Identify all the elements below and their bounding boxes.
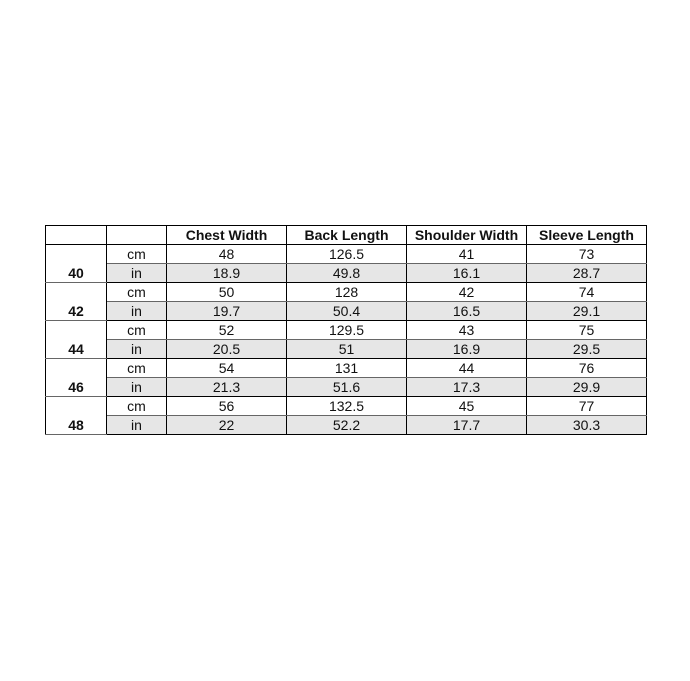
measurement-cell: 73 xyxy=(526,244,647,264)
table-row-in: in 22 52.2 17.7 30.3 xyxy=(46,415,647,435)
measurement-cell: 16.9 xyxy=(406,339,527,359)
measurement-cell: 132.5 xyxy=(286,396,407,416)
unit-label: in xyxy=(106,415,167,435)
size-chart-table: Chest Width Back Length Shoulder Width S… xyxy=(45,225,647,435)
unit-label: cm xyxy=(106,282,167,302)
unit-label: cm xyxy=(106,396,167,416)
size-label: 46 xyxy=(45,358,107,397)
measurement-cell: 126.5 xyxy=(286,244,407,264)
measurement-cell: 28.7 xyxy=(526,263,647,283)
table-row-cm: 40 cm 48 126.5 41 73 xyxy=(45,244,647,283)
header-size xyxy=(45,225,107,245)
measurement-cell: 74 xyxy=(526,282,647,302)
measurement-cell: 129.5 xyxy=(286,320,407,340)
header-back-length: Back Length xyxy=(286,225,407,245)
header-row: Chest Width Back Length Shoulder Width S… xyxy=(45,225,647,245)
measurement-cell: 43 xyxy=(406,320,527,340)
measurement-cell: 45 xyxy=(406,396,527,416)
measurement-cell: 29.1 xyxy=(526,301,647,321)
measurement-cell: 30.3 xyxy=(526,415,647,435)
size-label: 48 xyxy=(45,396,107,435)
measurement-cell: 76 xyxy=(526,358,647,378)
measurement-cell: 77 xyxy=(526,396,647,416)
measurement-cell: 75 xyxy=(526,320,647,340)
measurement-cell: 52 xyxy=(166,320,287,340)
unit-label: cm xyxy=(106,244,167,264)
measurement-cell: 49.8 xyxy=(286,263,407,283)
measurement-cell: 16.5 xyxy=(406,301,527,321)
measurement-cell: 48 xyxy=(166,244,287,264)
measurement-cell: 51 xyxy=(286,339,407,359)
size-label: 40 xyxy=(45,244,107,283)
measurement-cell: 50.4 xyxy=(286,301,407,321)
measurement-cell: 17.3 xyxy=(406,377,527,397)
measurement-cell: 52.2 xyxy=(286,415,407,435)
unit-label: in xyxy=(106,263,167,283)
table-row-cm: 46 cm 54 131 44 76 xyxy=(45,358,647,397)
table-row-cm: 48 cm 56 132.5 45 77 xyxy=(45,396,647,435)
measurement-cell: 51.6 xyxy=(286,377,407,397)
measurement-cell: 21.3 xyxy=(166,377,287,397)
header-sleeve-length: Sleeve Length xyxy=(526,225,647,245)
measurement-cell: 18.9 xyxy=(166,263,287,283)
size-label: 44 xyxy=(45,320,107,359)
table-row-cm: 44 cm 52 129.5 43 75 xyxy=(45,320,647,359)
table-row-in: in 20.5 51 16.9 29.5 xyxy=(46,339,647,359)
unit-label: cm xyxy=(106,358,167,378)
header-unit xyxy=(106,225,167,245)
measurement-cell: 17.7 xyxy=(406,415,527,435)
unit-label: in xyxy=(106,339,167,359)
measurement-cell: 50 xyxy=(166,282,287,302)
unit-label: in xyxy=(106,377,167,397)
measurement-cell: 131 xyxy=(286,358,407,378)
header-chest-width: Chest Width xyxy=(166,225,287,245)
measurement-cell: 16.1 xyxy=(406,263,527,283)
size-label: 42 xyxy=(45,282,107,321)
table-row-in: in 21.3 51.6 17.3 29.9 xyxy=(46,377,647,397)
measurement-cell: 54 xyxy=(166,358,287,378)
measurement-cell: 29.5 xyxy=(526,339,647,359)
measurement-cell: 44 xyxy=(406,358,527,378)
table-row-in: in 18.9 49.8 16.1 28.7 xyxy=(46,263,647,283)
measurement-cell: 42 xyxy=(406,282,527,302)
header-shoulder-width: Shoulder Width xyxy=(406,225,527,245)
measurement-cell: 22 xyxy=(166,415,287,435)
table-row-in: in 19.7 50.4 16.5 29.1 xyxy=(46,301,647,321)
measurement-cell: 128 xyxy=(286,282,407,302)
unit-label: cm xyxy=(106,320,167,340)
measurement-cell: 41 xyxy=(406,244,527,264)
measurement-cell: 20.5 xyxy=(166,339,287,359)
measurement-cell: 19.7 xyxy=(166,301,287,321)
measurement-cell: 29.9 xyxy=(526,377,647,397)
unit-label: in xyxy=(106,301,167,321)
measurement-cell: 56 xyxy=(166,396,287,416)
table-row-cm: 42 cm 50 128 42 74 xyxy=(45,282,647,321)
